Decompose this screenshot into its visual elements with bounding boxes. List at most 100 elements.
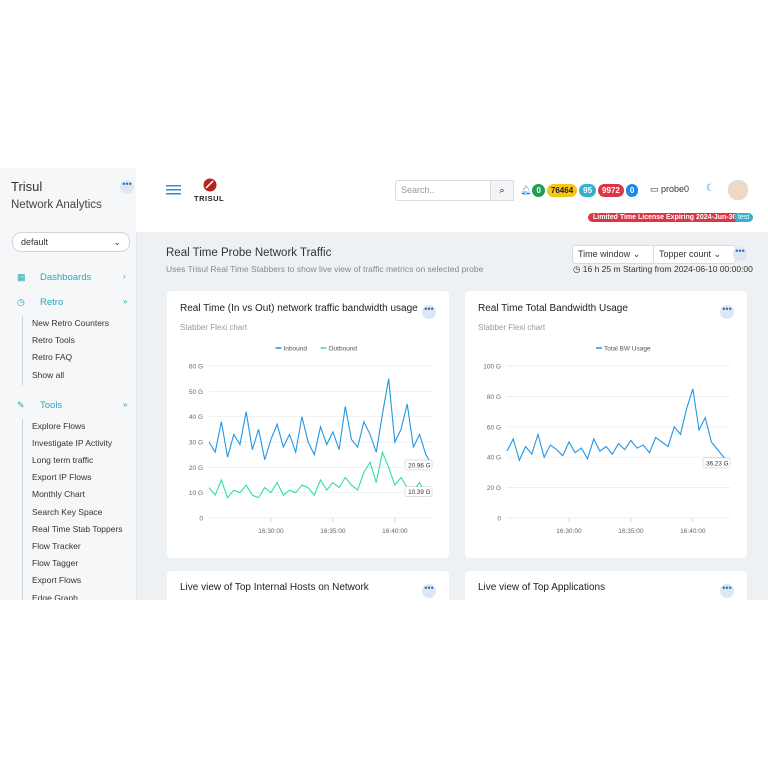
more-button[interactable]: ••• xyxy=(720,584,734,598)
select-value: default xyxy=(21,237,49,247)
search-input[interactable]: Search.. xyxy=(395,180,496,201)
panel-title: Live view of Top Applications xyxy=(478,582,606,593)
hamburger[interactable] xyxy=(166,184,182,196)
panel: Live view of Top Internal Hosts on Netwo… xyxy=(167,571,449,600)
menu-item[interactable]: Retro FAQ xyxy=(32,352,73,363)
value-label-box xyxy=(404,486,433,497)
panel: Live view of Top Applications ••• xyxy=(465,571,747,600)
x-tick-label: 16:30:00 xyxy=(556,528,582,535)
badge[interactable]: 9972 xyxy=(598,184,624,197)
value-label: 10.39 G xyxy=(408,489,431,496)
menu-chevron: » xyxy=(123,399,128,409)
menu-group[interactable]: Retro xyxy=(40,297,64,308)
chart-subtitle: Stabber Flexi chart xyxy=(478,323,546,332)
page-subtitle: Uses Trisul Real Time Stabbers to show l… xyxy=(166,264,484,274)
topbar: TRISUL Search.. ⌕ 🔔︎ 0 76464 95 9972 0 ▭ prob… xyxy=(136,168,768,232)
badge[interactable]: 76464 xyxy=(546,184,578,197)
probe[interactable]: ▭ probe0 xyxy=(650,184,690,194)
value-label: 20.96 G xyxy=(408,462,431,469)
y-tick-label: 0 xyxy=(199,516,203,523)
menu-chevron: › xyxy=(123,272,126,281)
logo-text: TRISUL xyxy=(194,194,225,203)
value-label: 36.23 G xyxy=(706,460,729,467)
menu-item[interactable]: Export IP Flows xyxy=(32,472,92,483)
menu-icon: ▦ xyxy=(17,272,26,282)
y-tick-label: 20 G xyxy=(487,485,501,492)
menu-item[interactable]: Edge Graph xyxy=(32,592,78,600)
menu-chevron: » xyxy=(123,297,128,306)
time-window-select[interactable]: Time window ⌄ xyxy=(572,245,656,264)
sidebar: Trisul Network Analytics ••• default ⌄ ▦ D… xyxy=(0,168,137,600)
app-subtitle: Network Analytics xyxy=(11,199,102,211)
app: Trisul Network Analytics ••• default ⌄ ▦ D… xyxy=(0,168,768,600)
menu-item[interactable]: Real Time Stab Toppers xyxy=(32,523,123,534)
bell-icon: 🔔︎ xyxy=(520,185,532,195)
series-line xyxy=(208,378,433,466)
more-button[interactable]: ••• xyxy=(120,180,134,194)
y-tick-label: 20 G xyxy=(189,465,203,472)
select-label: Time window xyxy=(578,249,631,259)
chart-subtitle: Stabber Flexi chart xyxy=(180,323,248,332)
menu-item[interactable]: Show all xyxy=(32,369,65,380)
menu-item[interactable]: New Retro Counters xyxy=(32,318,110,328)
menu-item[interactable]: Monthly Chart xyxy=(32,489,85,500)
y-tick-label: 60 G xyxy=(189,364,203,371)
menu-rail xyxy=(22,316,23,385)
badge[interactable]: 95 xyxy=(579,184,597,197)
more-button[interactable]: ••• xyxy=(733,247,747,261)
menu-group[interactable]: Tools xyxy=(40,399,63,411)
more-button[interactable]: ••• xyxy=(422,584,436,598)
select[interactable]: default ⌄ xyxy=(12,232,130,252)
chart-panel: Real Time (In vs Out) network traffic ba… xyxy=(167,291,449,558)
menu-icon: ◷ xyxy=(17,297,25,307)
menu-rail xyxy=(22,418,23,600)
menu-item[interactable]: Export Flows xyxy=(32,575,82,586)
chart: 0 20 G 40 G 60 G 80 G 100 G 16:30:00 16:35:00 16… xyxy=(483,346,731,535)
time-info: ◷ 16 h 25 m Starting from 2024-06-10 00:… xyxy=(573,264,753,274)
y-tick-label: 30 G xyxy=(189,440,203,447)
legend-label: Total BW Usage xyxy=(604,346,651,353)
chevron: ⌄ xyxy=(113,237,121,247)
app-title: Trisul xyxy=(11,179,43,194)
chart-panel: Real Time Total Bandwidth Usage Stabber F… xyxy=(465,291,747,558)
y-tick-label: 40 G xyxy=(487,455,501,462)
value-label-box xyxy=(404,459,433,471)
menu-item[interactable]: Flow Tagger xyxy=(32,558,79,569)
search-button[interactable]: ⌕ xyxy=(490,180,514,201)
series-line xyxy=(208,450,433,499)
license-badge: Limited Time License Expiring 2024-Jun-3… xyxy=(588,213,742,222)
topper-count-select[interactable]: Topper count ⌄ xyxy=(653,245,737,264)
chart: 0 10 G 20 G 30 G 40 G 50 G 60 G 16:30:00 16:35:0… xyxy=(189,346,433,535)
x-tick-label: 16:40:00 xyxy=(680,528,706,535)
theme-toggle[interactable]: ☾ xyxy=(706,183,715,194)
badge[interactable]: 0 xyxy=(532,184,545,197)
panel-title: Live view of Top Internal Hosts on Netwo… xyxy=(180,582,369,593)
legend-label: Inbound xyxy=(284,346,308,353)
more-button[interactable]: ••• xyxy=(720,305,734,319)
badges: 🔔︎ 0 76464 95 9972 0 xyxy=(520,184,640,197)
x-tick-label: 16:35:00 xyxy=(618,528,644,535)
chart-title: Real Time Total Bandwidth Usage xyxy=(478,303,628,314)
avatar[interactable] xyxy=(728,180,748,200)
menu-icon: ✎ xyxy=(17,399,25,410)
menu-item[interactable]: Flow Tracker xyxy=(32,541,81,551)
menu-item[interactable]: Retro Tools xyxy=(32,335,75,346)
chart-title: Real Time (In vs Out) network traffic ba… xyxy=(180,303,418,314)
x-tick-label: 16:35:00 xyxy=(320,528,346,535)
y-tick-label: 60 G xyxy=(487,424,501,431)
x-tick-label: 16:30:00 xyxy=(258,528,284,535)
probe-name: probe0 xyxy=(661,184,690,194)
page-title: Real Time Probe Network Traffic xyxy=(166,247,332,259)
menu-item[interactable]: Explore Flows xyxy=(32,420,86,431)
time-info-text: 16 h 25 m Starting from 2024-06-10 00:00… xyxy=(582,264,753,274)
y-tick-label: 100 G xyxy=(483,364,501,371)
menu-item[interactable]: Search Key Space xyxy=(32,506,103,517)
badge[interactable]: 0 xyxy=(625,184,639,197)
x-tick-label: 16:40:00 xyxy=(382,528,408,535)
legend-label: Outbound xyxy=(329,346,358,353)
menu-group[interactable]: Dashboards xyxy=(40,272,92,283)
menu-item[interactable]: Long term traffic xyxy=(32,455,94,465)
menu-item[interactable]: Investigate IP Activity xyxy=(32,437,113,448)
more-button[interactable]: ••• xyxy=(422,305,436,319)
